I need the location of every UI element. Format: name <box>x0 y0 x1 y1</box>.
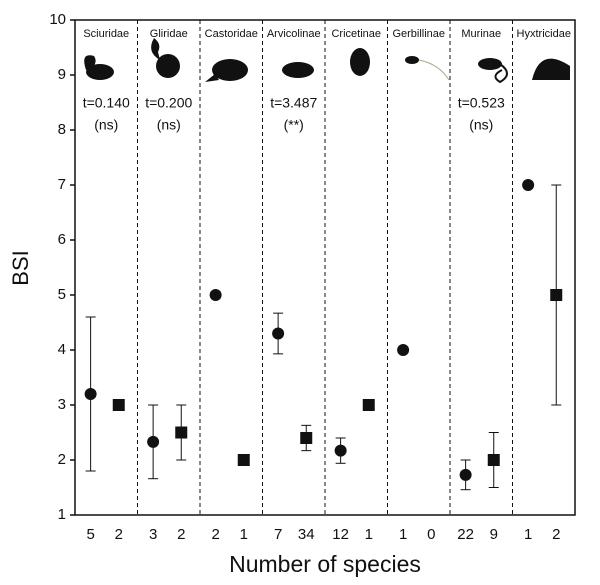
species-count: 12 <box>332 526 349 543</box>
species-count: 0 <box>427 526 435 543</box>
silhouettes <box>84 38 570 84</box>
icon <box>532 58 570 80</box>
icon <box>350 48 370 76</box>
t-value: t=3.487 <box>270 95 317 111</box>
species-count: 9 <box>490 526 498 543</box>
point <box>522 179 535 191</box>
icon <box>156 54 180 78</box>
y-tick-label: 7 <box>58 176 66 193</box>
point <box>272 327 285 340</box>
point <box>459 468 472 481</box>
family-label: Murinae <box>461 28 501 40</box>
significance: (**) <box>284 117 304 133</box>
family-label: Castoridae <box>205 28 258 40</box>
species-count: 1 <box>365 526 373 543</box>
species-count: 2 <box>115 526 123 543</box>
icon <box>84 55 96 70</box>
species-count: 2 <box>552 526 560 543</box>
y-tick-label: 5 <box>58 286 66 303</box>
species-count: 2 <box>211 526 219 543</box>
species-count: 7 <box>274 526 282 543</box>
species-count: 1 <box>524 526 532 543</box>
icon <box>418 59 450 81</box>
family-label: Sciuridae <box>83 28 129 40</box>
significance: (ns) <box>469 117 493 133</box>
point <box>209 289 222 301</box>
t-value: t=0.200 <box>145 95 192 111</box>
point <box>362 399 375 411</box>
x-axis-label: Number of species <box>229 551 421 577</box>
icon <box>282 62 314 78</box>
family-label: Gliridae <box>150 28 188 40</box>
family-label: Cricetinae <box>331 28 381 40</box>
species-count: 1 <box>399 526 407 543</box>
point <box>112 399 125 411</box>
family-label: Hyxtricidae <box>517 28 571 40</box>
species-count: 1 <box>240 526 248 543</box>
y-axis-label: BSI <box>8 250 33 285</box>
significance: (ns) <box>157 117 181 133</box>
species-count: 22 <box>457 526 474 543</box>
point <box>550 289 563 301</box>
y-tick-label: 3 <box>58 396 66 413</box>
y-tick-label: 1 <box>58 506 66 523</box>
icon <box>405 56 419 64</box>
species-count: 34 <box>298 526 315 543</box>
significance: (ns) <box>94 117 118 133</box>
icon <box>151 38 160 60</box>
y-tick-label: 10 <box>49 11 66 28</box>
point <box>487 454 500 466</box>
y-tick-label: 2 <box>58 451 66 468</box>
point <box>84 388 97 400</box>
y-tick-label: 4 <box>58 341 66 358</box>
point <box>147 435 160 448</box>
y-tick-label: 8 <box>58 121 66 138</box>
point <box>237 454 250 466</box>
icon <box>205 74 219 82</box>
point <box>334 444 347 457</box>
family-label: Gerbillinae <box>392 28 445 40</box>
point <box>300 432 313 444</box>
icon <box>86 64 114 80</box>
y-tick-label: 9 <box>58 66 66 83</box>
icon <box>478 58 502 70</box>
point <box>175 426 188 439</box>
t-value: t=0.523 <box>458 95 505 111</box>
t-value: t=0.140 <box>83 95 130 111</box>
species-count: 5 <box>86 526 94 543</box>
species-count: 2 <box>177 526 185 543</box>
y-tick-label: 6 <box>58 231 66 248</box>
icon <box>212 59 248 81</box>
icon <box>494 63 508 84</box>
species-count: 3 <box>149 526 157 543</box>
family-label: Arvicolinae <box>267 28 321 40</box>
point <box>397 344 410 356</box>
